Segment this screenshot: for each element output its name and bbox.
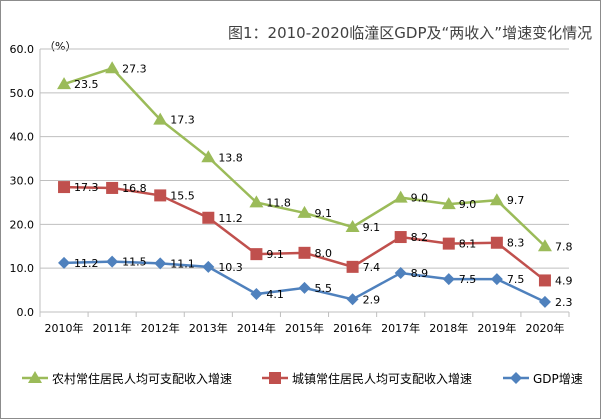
x-tick-label: 2011年 bbox=[93, 321, 132, 335]
x-tick-label: 2012年 bbox=[141, 321, 180, 335]
x-tick-label: 2014年 bbox=[237, 321, 276, 335]
diamond-marker bbox=[442, 273, 455, 286]
x-tick-label: 2017年 bbox=[381, 321, 420, 335]
triangle-marker bbox=[297, 205, 312, 218]
y-tick-label: 20.0 bbox=[10, 218, 35, 231]
data-label: 15.5 bbox=[170, 189, 195, 202]
square-marker bbox=[538, 274, 551, 287]
triangle-marker bbox=[57, 77, 72, 90]
x-tick-label: 2015年 bbox=[285, 321, 324, 335]
y-tick-label: 40.0 bbox=[10, 131, 35, 144]
y-tick-label: 10.0 bbox=[10, 262, 35, 275]
y-axis-unit: （%） bbox=[44, 40, 76, 53]
triangle-marker bbox=[249, 195, 264, 208]
data-label: 8.1 bbox=[459, 238, 477, 251]
data-label: 5.5 bbox=[315, 282, 333, 295]
data-label: 11.2 bbox=[74, 257, 99, 270]
square-marker bbox=[269, 372, 281, 384]
square-marker bbox=[250, 248, 263, 261]
triangle-marker bbox=[489, 193, 504, 206]
diamond-marker bbox=[202, 260, 215, 273]
square-marker bbox=[298, 246, 311, 259]
legend-label: GDP增速 bbox=[533, 372, 583, 386]
diamond-marker bbox=[154, 257, 167, 270]
x-tick-label: 2019年 bbox=[477, 321, 516, 335]
y-tick-label: 60.0 bbox=[10, 43, 35, 56]
series-line bbox=[63, 66, 546, 248]
x-tick-label: 2010年 bbox=[45, 321, 84, 335]
data-label: 10.3 bbox=[218, 261, 243, 274]
data-label: 13.8 bbox=[218, 151, 243, 164]
data-label: 8.3 bbox=[507, 237, 525, 250]
triangle-marker bbox=[537, 239, 552, 252]
diamond-marker bbox=[490, 273, 503, 286]
data-label: 4.1 bbox=[266, 288, 284, 301]
diamond-marker bbox=[298, 281, 311, 294]
x-tick-label: 2013年 bbox=[189, 321, 228, 335]
data-label: 11.8 bbox=[266, 196, 291, 209]
triangle-marker bbox=[345, 219, 360, 232]
data-label: 16.8 bbox=[122, 182, 146, 195]
x-tick-label: 2016年 bbox=[333, 321, 372, 335]
data-label: 2.3 bbox=[555, 296, 573, 309]
data-label: 27.3 bbox=[122, 62, 146, 75]
data-label: 11.5 bbox=[122, 256, 146, 269]
triangle-marker bbox=[105, 61, 120, 74]
diamond-marker bbox=[538, 295, 551, 308]
triangle-marker bbox=[393, 190, 408, 203]
square-marker bbox=[202, 211, 215, 224]
data-label: 17.3 bbox=[170, 114, 195, 127]
data-label: 8.0 bbox=[315, 247, 333, 260]
data-label: 9.0 bbox=[459, 198, 477, 211]
y-tick-label: 50.0 bbox=[10, 87, 35, 100]
data-label: 9.0 bbox=[411, 192, 429, 205]
triangle-marker bbox=[28, 371, 42, 383]
data-label: 9.1 bbox=[315, 207, 333, 220]
square-marker bbox=[346, 260, 359, 273]
data-label: 8.9 bbox=[411, 267, 429, 280]
x-tick-label: 2020年 bbox=[525, 321, 564, 335]
legend-label: 城镇常住居民人均可支配收入增速 bbox=[292, 372, 472, 386]
data-label: 9.1 bbox=[363, 221, 381, 234]
triangle-marker bbox=[441, 197, 456, 210]
legend-label: 农村常住居民人均可支配收入增速 bbox=[52, 372, 232, 386]
data-label: 7.8 bbox=[555, 240, 573, 253]
y-tick-label: 30.0 bbox=[10, 175, 35, 188]
diamond-marker bbox=[106, 255, 119, 268]
y-tick-label: 0.0 bbox=[17, 306, 35, 319]
square-marker bbox=[394, 231, 407, 244]
diamond-marker bbox=[58, 256, 71, 269]
x-tick-label: 2018年 bbox=[429, 321, 468, 335]
data-label: 9.1 bbox=[266, 248, 284, 261]
square-marker bbox=[106, 181, 119, 194]
diamond-marker bbox=[346, 293, 359, 306]
data-label: 11.1 bbox=[170, 257, 195, 270]
data-label: 4.9 bbox=[555, 274, 573, 287]
data-label: 2.9 bbox=[363, 293, 381, 306]
data-label: 7.5 bbox=[459, 273, 477, 286]
square-marker bbox=[154, 189, 167, 202]
square-marker bbox=[490, 236, 503, 249]
data-label: 8.2 bbox=[411, 231, 429, 244]
data-label: 7.4 bbox=[363, 261, 381, 274]
triangle-marker bbox=[201, 150, 216, 163]
diamond-marker bbox=[394, 266, 407, 279]
square-marker bbox=[58, 181, 71, 194]
diamond-marker bbox=[510, 372, 522, 384]
data-label: 17.3 bbox=[74, 181, 99, 194]
chart-title: 图1：2010-2020临潼区GDP及“两收入”增速变化情况 bbox=[228, 24, 592, 42]
square-marker bbox=[442, 237, 455, 250]
data-label: 11.2 bbox=[218, 212, 243, 225]
diamond-marker bbox=[250, 288, 263, 301]
data-label: 9.7 bbox=[507, 194, 525, 207]
triangle-marker bbox=[153, 112, 168, 125]
data-label: 23.5 bbox=[74, 78, 99, 91]
data-label: 7.5 bbox=[507, 273, 525, 286]
